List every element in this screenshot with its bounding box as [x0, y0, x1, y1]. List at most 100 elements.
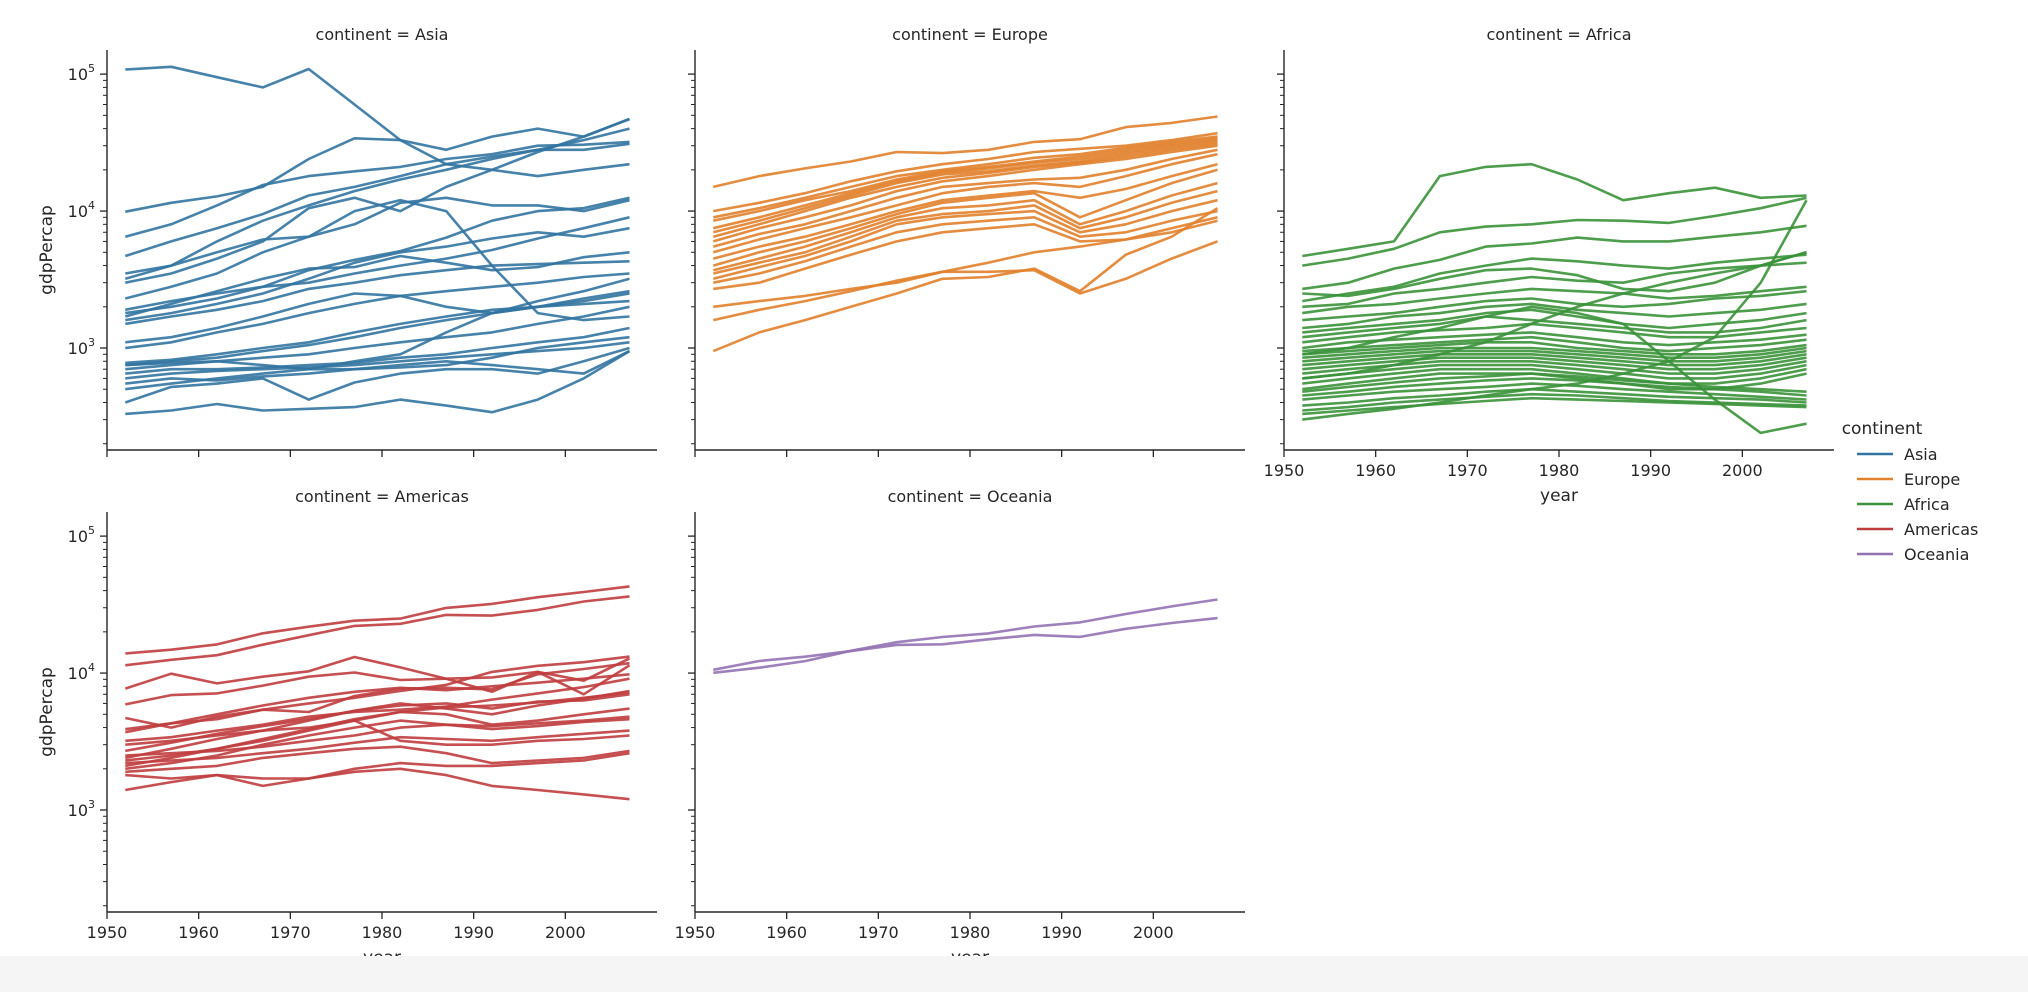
- series-line-19: [125, 751, 630, 792]
- series-line-11: [1302, 315, 1807, 339]
- series-line-27: [1302, 387, 1807, 407]
- series-line-3: [713, 135, 1218, 219]
- series-line-2: [125, 595, 630, 667]
- series-line-17: [125, 326, 630, 375]
- y-tick-label: 105: [68, 524, 95, 546]
- x-tick-label: 1990: [1630, 461, 1671, 480]
- series-line-9: [1302, 302, 1807, 330]
- series-line-13: [712, 181, 1218, 272]
- x-tick-label: 2000: [1722, 461, 1763, 480]
- series-line-17: [125, 707, 630, 762]
- legend: continent Asia Europe Africa Americas Oceania: [1842, 419, 1979, 564]
- x-tick-label: 1970: [858, 923, 899, 942]
- series-line-7: [1302, 285, 1807, 315]
- series-line-12: [125, 272, 630, 344]
- legend-label-europe: Europe: [1904, 470, 1960, 489]
- x-tick-label: 1970: [1447, 461, 1488, 480]
- series-line-19: [1302, 356, 1807, 371]
- facet-title: continent = Oceania: [888, 487, 1053, 506]
- series-line-12: [1302, 322, 1807, 344]
- x-tick-label: 1980: [362, 923, 403, 942]
- series-line-7: [124, 196, 630, 300]
- series-line-7: [712, 142, 1218, 238]
- y-axis-label: gdpPercap: [37, 205, 57, 295]
- series-line-3: [1302, 224, 1807, 291]
- series-line-6: [125, 655, 630, 729]
- y-tick-label: 104: [68, 661, 95, 683]
- x-tick-label: 1980: [950, 923, 991, 942]
- series-line-5: [1302, 253, 1807, 303]
- series-line-14: [1302, 335, 1807, 353]
- x-tick-label: 1950: [87, 923, 128, 942]
- series-line-12: [712, 168, 1218, 267]
- x-tick-label: 1960: [1355, 461, 1396, 480]
- series-line-3: [124, 140, 630, 238]
- series-line-4: [713, 137, 1218, 222]
- series-line-9: [712, 148, 1218, 248]
- series-line-20: [712, 207, 1219, 353]
- series-line-28: [1302, 392, 1807, 412]
- series-line-1: [713, 115, 1218, 189]
- series-line-15: [1302, 341, 1807, 356]
- series-line-11: [125, 260, 630, 326]
- series-line-9: [125, 226, 630, 322]
- series-line-15: [125, 745, 630, 774]
- facet-4: continent = Americas 103 104 105 1950 1960 197…: [37, 487, 657, 968]
- series-line-11: [712, 162, 1218, 260]
- series-line-16: [1302, 346, 1807, 359]
- series-line-16: [713, 209, 1218, 284]
- series-line-32: [1302, 251, 1807, 380]
- series-line-1: [1302, 162, 1807, 258]
- series-line-25: [1302, 377, 1807, 397]
- y-tick-label: 104: [68, 199, 95, 221]
- series-line-18: [125, 341, 630, 380]
- series-line-1: [125, 585, 630, 655]
- series-line-24: [125, 216, 630, 312]
- x-tick-label: 1970: [270, 923, 311, 942]
- series-line-18: [125, 717, 630, 771]
- series-line-14: [125, 292, 630, 365]
- series-line-8: [125, 677, 630, 743]
- x-tick-label: 1990: [1041, 923, 1082, 942]
- series-line-30: [1302, 199, 1808, 421]
- series-line-6: [712, 140, 1218, 234]
- series-line-22: [1302, 367, 1807, 385]
- x-tick-label: 2000: [545, 923, 586, 942]
- x-tick-label: 1950: [1264, 461, 1305, 480]
- series-line-10: [124, 251, 630, 318]
- series-line-26: [1302, 382, 1807, 401]
- series-line-5: [712, 138, 1218, 230]
- x-tick-label: 1990: [453, 923, 494, 942]
- series-line-7: [125, 673, 630, 734]
- series-line-2: [1302, 196, 1807, 267]
- series-line-10: [712, 152, 1218, 254]
- facet-2: continent = Europe: [688, 25, 1245, 457]
- bottom-strip: [0, 956, 2028, 992]
- series-line-15: [125, 299, 630, 367]
- x-tick-label: 2000: [1133, 923, 1174, 942]
- series-line-17: [1302, 349, 1807, 363]
- legend-label-oceania: Oceania: [1904, 545, 1969, 564]
- x-axis-label: year: [1540, 486, 1578, 506]
- series-line-31: [1302, 305, 1807, 435]
- facet-5: continent = Oceania 1950 1960 1970 1980 1990 2…: [675, 487, 1245, 968]
- series-line-2: [713, 131, 1218, 213]
- series-line-22: [125, 349, 631, 416]
- legend-label-africa: Africa: [1904, 495, 1950, 514]
- y-axis-label: gdpPercap: [37, 667, 57, 757]
- series-line-21: [1302, 363, 1807, 380]
- legend-label-asia: Asia: [1904, 445, 1938, 464]
- series-line-8: [1302, 289, 1807, 322]
- series-line-13: [125, 729, 630, 765]
- facet-title: continent = Americas: [295, 487, 469, 506]
- series-line-14: [713, 189, 1218, 275]
- series-line-10: [125, 689, 630, 760]
- facet-title: continent = Europe: [892, 25, 1048, 44]
- series-line-10: [1302, 308, 1807, 334]
- series-line-5: [125, 661, 630, 731]
- series-line-18: [713, 219, 1218, 309]
- series-line-2: [125, 137, 630, 213]
- y-tick-label: 103: [68, 798, 95, 820]
- facet-title: continent = Asia: [316, 25, 449, 44]
